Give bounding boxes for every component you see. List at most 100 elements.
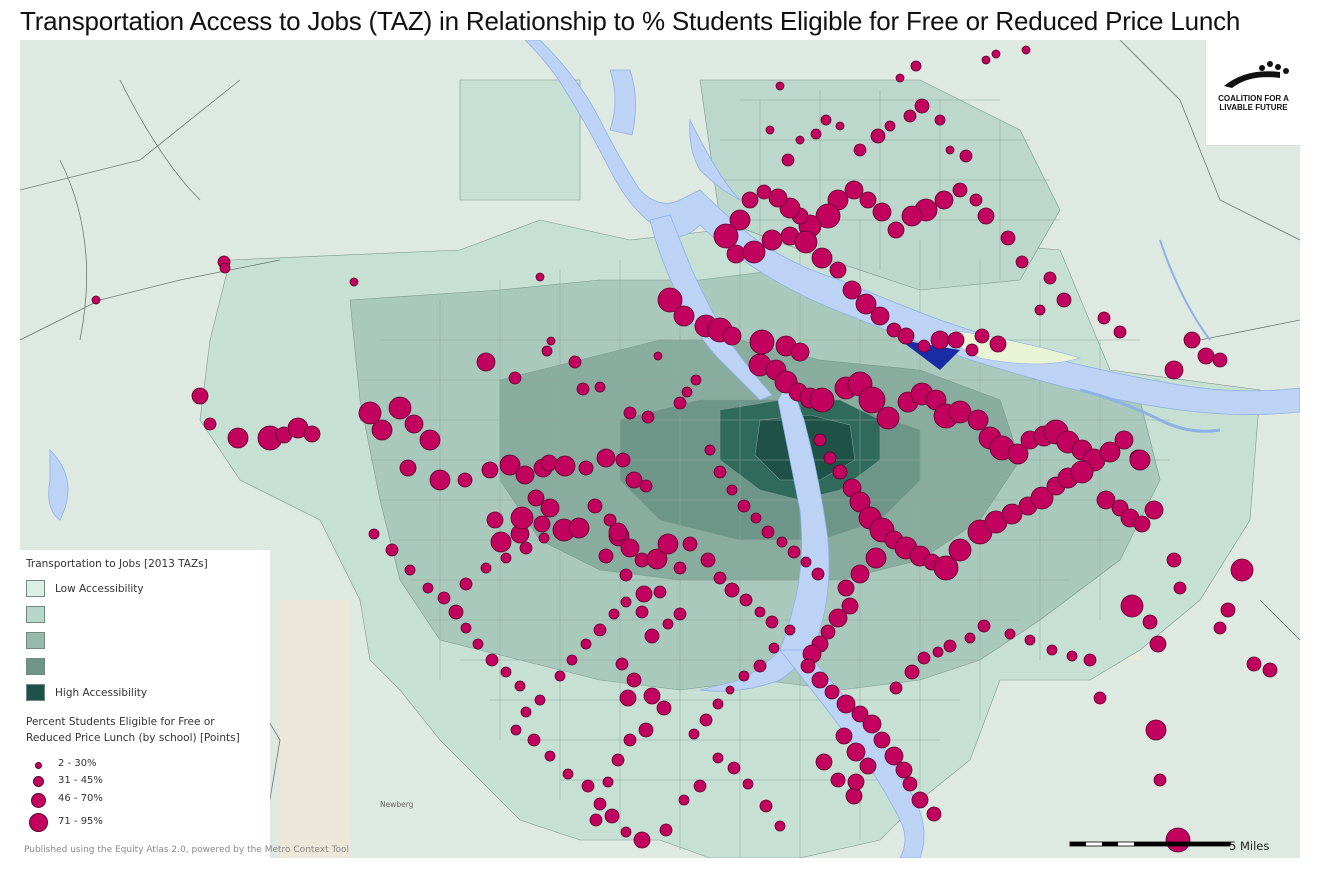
school-point	[1129, 449, 1151, 471]
school-point	[904, 664, 920, 680]
school-point	[91, 295, 101, 305]
school-point	[847, 773, 865, 791]
school-point	[832, 464, 848, 480]
school-point	[1001, 503, 1023, 525]
school-point	[768, 642, 780, 654]
school-point	[623, 406, 637, 420]
school-point	[800, 556, 812, 568]
school-point	[673, 396, 687, 410]
school-point	[500, 666, 512, 678]
school-point	[765, 615, 779, 629]
school-point	[742, 240, 766, 264]
school-point	[576, 382, 590, 396]
school-point	[862, 714, 882, 734]
school-point	[932, 646, 944, 658]
school-point	[659, 823, 673, 837]
school-point	[889, 681, 903, 695]
school-point	[943, 639, 957, 653]
school-points	[91, 45, 1278, 853]
school-point	[914, 98, 930, 114]
school-point	[644, 628, 660, 644]
school-point	[911, 791, 929, 809]
school-point	[1165, 827, 1191, 853]
school-point	[761, 229, 783, 251]
school-point	[870, 306, 890, 326]
school-point	[404, 414, 424, 434]
school-point	[902, 776, 918, 792]
school-point	[926, 806, 942, 822]
legend-point-label-1: 2 - 30%	[58, 758, 97, 769]
legend-swatch-3	[26, 632, 45, 649]
school-point	[1070, 460, 1094, 484]
school-point	[712, 698, 724, 710]
school-point	[540, 498, 560, 518]
logo-arc-dots-icon	[1224, 61, 1289, 88]
school-point	[486, 511, 504, 529]
school-point	[841, 597, 859, 615]
legend-point-xlarge	[29, 813, 48, 832]
school-point	[1097, 311, 1111, 325]
school-point	[472, 638, 484, 650]
school-point	[750, 512, 762, 524]
legend-class-label-1: Low Accessibility	[55, 583, 144, 595]
school-point	[515, 465, 535, 485]
school-point	[437, 591, 451, 605]
school-point	[737, 499, 751, 513]
school-point	[546, 336, 556, 346]
school-point	[510, 506, 534, 530]
school-point	[1133, 515, 1151, 533]
school-point	[554, 670, 566, 682]
school-point	[761, 525, 775, 539]
school-point	[1114, 430, 1134, 450]
school-point	[227, 427, 249, 449]
school-point	[934, 190, 954, 210]
school-point	[784, 624, 796, 636]
school-point	[1113, 325, 1127, 339]
legend-taz-title: Transportation to Jobs [2013 TAZs]	[26, 558, 208, 570]
school-point	[385, 543, 399, 557]
map-canvas[interactable]	[20, 40, 1300, 858]
school-point	[729, 209, 751, 231]
school-point	[422, 582, 434, 594]
school-point	[1153, 773, 1167, 787]
school-point	[910, 60, 922, 72]
school-point	[593, 797, 607, 811]
school-point	[739, 593, 753, 607]
school-point	[759, 799, 773, 813]
school-point	[934, 114, 946, 126]
school-point	[520, 706, 532, 718]
school-point	[1246, 656, 1262, 672]
school-point	[977, 207, 995, 225]
legend-swatch-1	[26, 580, 45, 597]
school-point	[1173, 581, 1187, 595]
school-point	[870, 128, 886, 144]
school-point	[947, 331, 965, 349]
school-point	[1034, 304, 1046, 316]
school-point	[460, 622, 472, 634]
school-point	[742, 778, 754, 790]
school-point	[835, 727, 853, 745]
school-point	[485, 653, 499, 667]
school-point	[977, 619, 991, 633]
school-point	[959, 149, 973, 163]
school-point	[1015, 255, 1029, 269]
school-point	[656, 700, 672, 716]
school-point	[490, 531, 512, 553]
school-point	[865, 547, 887, 569]
legend-points-title: Percent Students Eligible for Free or Re…	[26, 714, 266, 746]
school-point	[1213, 621, 1227, 635]
school-point	[722, 326, 742, 346]
school-point	[830, 772, 846, 788]
school-point	[596, 448, 616, 468]
school-point	[713, 571, 727, 585]
coalition-logo: COALITION FOR A LIVABLE FUTURE	[1205, 40, 1301, 146]
school-point	[1183, 331, 1201, 349]
school-point	[514, 680, 526, 692]
school-point	[849, 491, 871, 513]
map-layers	[20, 40, 1300, 858]
school-point	[1021, 45, 1031, 55]
scale-bar	[1069, 841, 1231, 847]
map-legend: Transportation to Jobs [2013 TAZs] Low A…	[20, 550, 270, 858]
school-point	[741, 191, 759, 209]
school-point	[794, 230, 818, 254]
